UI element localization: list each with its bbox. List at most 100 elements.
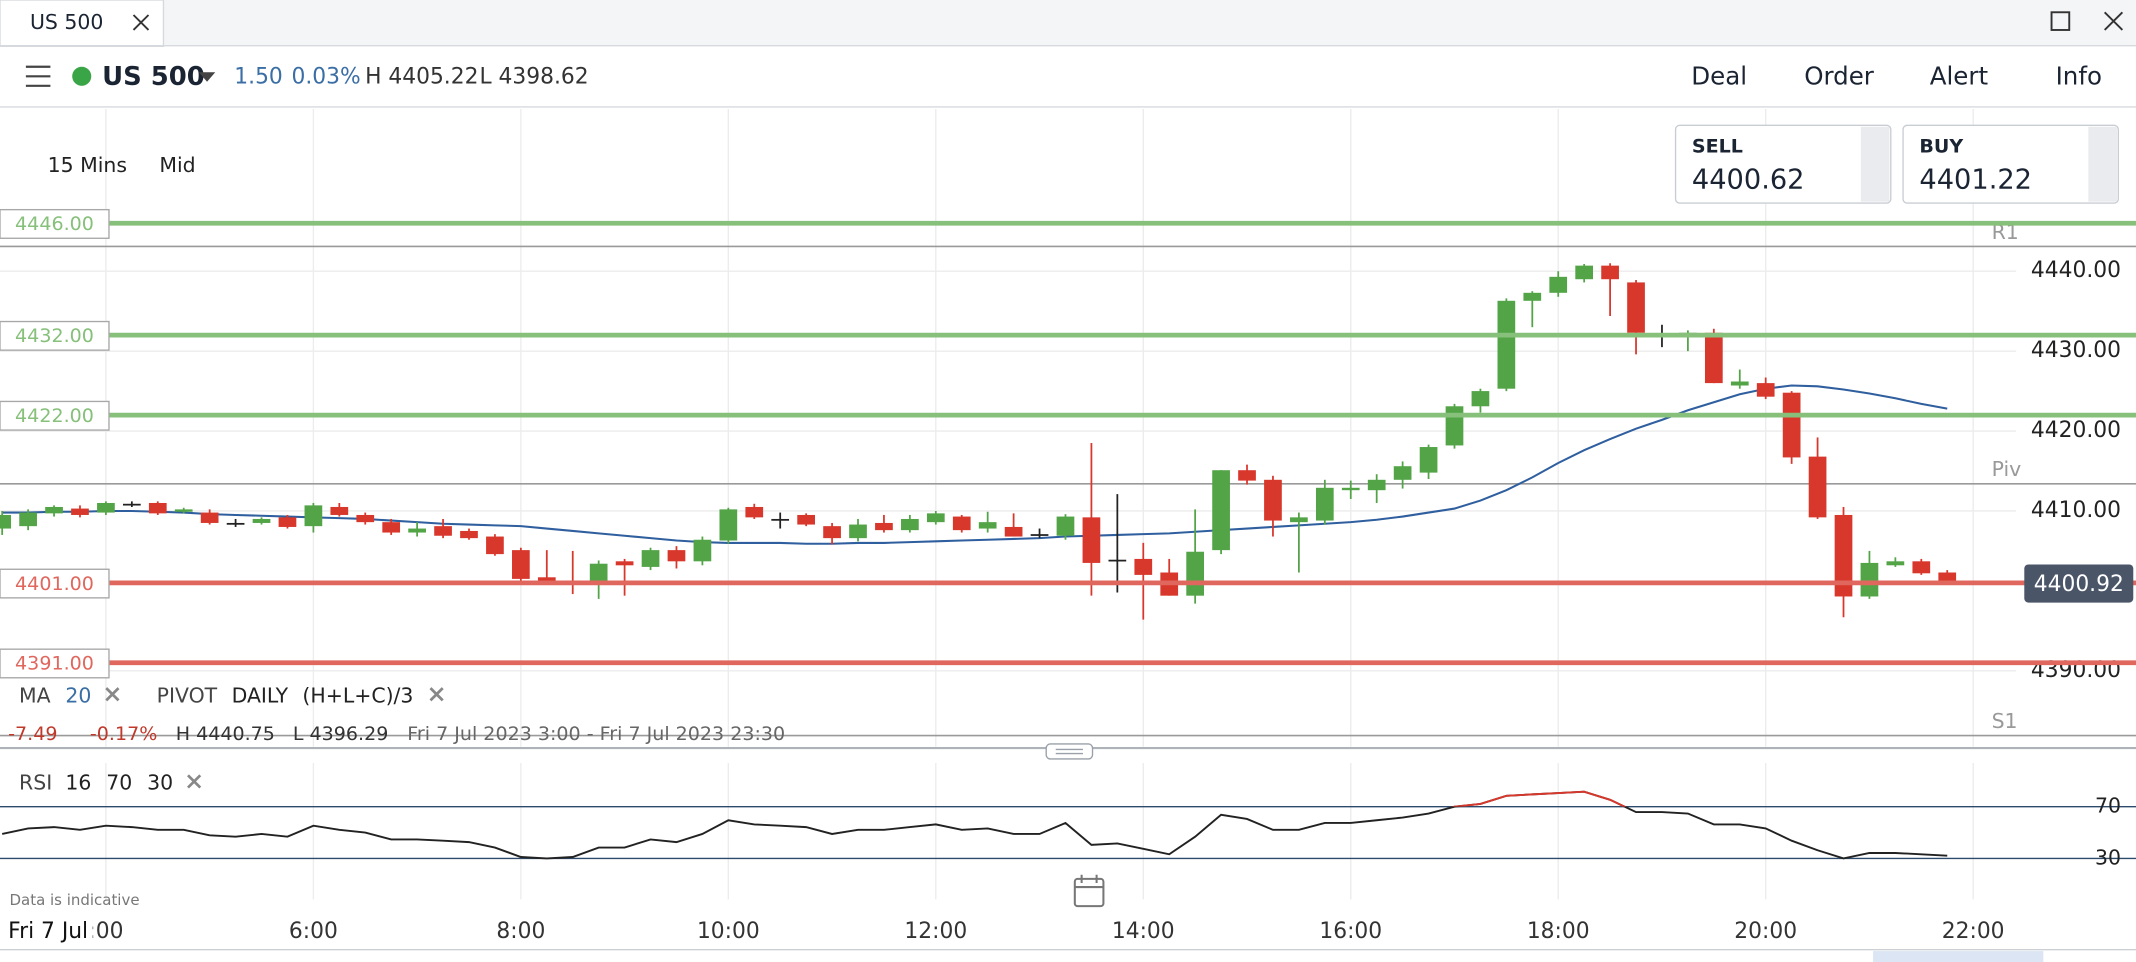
rsi-upper: 70	[106, 770, 132, 794]
candle-body	[200, 512, 219, 523]
candle-body	[1082, 517, 1101, 563]
candle-body	[434, 526, 452, 536]
candle-body	[304, 505, 323, 527]
candle-body	[1367, 479, 1386, 491]
date-label: Fri 7 Jul	[8, 919, 88, 944]
pivot-formula: (H+L+C)/3	[302, 683, 413, 707]
x-tick-label: 22:00	[1942, 919, 2005, 944]
candle-body	[252, 518, 271, 523]
x-tick-label: 6:00	[289, 919, 338, 944]
candle-body	[356, 514, 375, 523]
candle-body	[1108, 559, 1127, 562]
menu-item[interactable]: Deal	[1691, 62, 1747, 91]
candle-body	[382, 522, 401, 533]
handle-grip	[1055, 748, 1083, 755]
interval[interactable]: 15 Mins	[48, 153, 127, 177]
candle-body	[1004, 526, 1023, 537]
last-price-tag	[2024, 564, 2134, 603]
candle-body	[122, 503, 141, 506]
candle-body	[1938, 572, 1957, 584]
candle-body	[97, 502, 115, 513]
candle-body	[849, 524, 867, 539]
pivot-label: S1	[1992, 709, 2018, 733]
x-tick-label: 16:00	[1319, 919, 1382, 944]
buy-side	[2088, 126, 2117, 202]
level-tag	[0, 568, 110, 599]
x-tick-label: 10:00	[697, 919, 760, 944]
change: 1.50	[234, 65, 282, 90]
remove-pivot[interactable]	[429, 687, 444, 702]
instrument[interactable]: US 500	[102, 62, 205, 92]
candle-body	[1704, 332, 1723, 384]
dropdown[interactable]	[198, 72, 216, 82]
candle-body	[408, 528, 426, 533]
candle-body	[1471, 391, 1490, 407]
rsi-tick-label: 30	[2095, 845, 2121, 869]
pane-handle[interactable]	[1045, 743, 1094, 760]
x-tick-label: 20:00	[1734, 919, 1797, 944]
candle-body	[1782, 392, 1801, 458]
sell-side	[1860, 126, 1890, 202]
tab[interactable]	[0, 0, 165, 48]
menu-item[interactable]: Order	[1804, 62, 1875, 91]
candle-body	[1315, 487, 1334, 521]
candle-body	[797, 514, 815, 525]
menu-item[interactable]: Alert	[1930, 62, 1989, 91]
buy-button[interactable]	[1902, 124, 2119, 204]
ma-line	[2, 384, 1948, 545]
candle-body	[1212, 470, 1230, 551]
x-tick-label: :00	[88, 919, 123, 944]
menu-item[interactable]: Info	[2056, 62, 2102, 91]
candle-body	[641, 550, 660, 567]
remove-ma[interactable]	[105, 687, 120, 702]
note: Data is indicative	[10, 891, 140, 909]
candle-body	[512, 550, 530, 579]
candle-body	[901, 518, 919, 531]
change-pct: 0.03%	[292, 65, 361, 90]
maximize[interactable]	[2050, 11, 2071, 31]
calendar-icon-detail	[1074, 874, 1104, 889]
price-type[interactable]: Mid	[159, 153, 195, 177]
tab-close[interactable]	[132, 14, 150, 31]
level-label: 4446.00	[15, 213, 94, 235]
candle-body	[719, 509, 738, 541]
buy-label: BUY	[1919, 136, 1963, 158]
rsi-overbought	[1450, 790, 1627, 807]
menu-icon[interactable]	[25, 65, 51, 87]
candle-body	[589, 563, 608, 583]
candle-body	[1186, 551, 1205, 596]
scroll-window[interactable]	[1873, 951, 2044, 962]
level-tag	[0, 648, 110, 679]
candle-body	[1341, 487, 1360, 491]
sell-button[interactable]	[1674, 124, 1892, 204]
x-tick-label: 18:00	[1527, 919, 1590, 944]
candle-body	[1030, 534, 1049, 536]
y-tick-label: 4430.00	[2031, 338, 2121, 363]
candle-body	[693, 539, 712, 562]
candle-body	[1419, 447, 1438, 473]
level-label: 4422.00	[15, 405, 94, 427]
pivot-label: PIVOT	[157, 683, 218, 707]
buy-price: 4401.22	[1919, 165, 2032, 196]
candle-body	[745, 506, 764, 518]
level-tag	[0, 208, 110, 239]
candle-body	[174, 509, 193, 512]
rsi-period: 16	[65, 770, 91, 794]
high: H 4405.22	[365, 65, 478, 90]
candle-body	[771, 518, 790, 521]
candle-body	[952, 516, 971, 531]
close-window[interactable]	[2103, 11, 2124, 31]
remove-rsi[interactable]	[187, 774, 202, 789]
low: L 4398.62	[480, 65, 589, 90]
candle-body	[615, 561, 634, 566]
level-tag	[0, 320, 110, 351]
candle-body	[45, 506, 63, 514]
candle-body	[1834, 514, 1853, 597]
candle-body	[1523, 292, 1542, 301]
candle-body	[1497, 300, 1516, 389]
level-tag	[0, 400, 110, 431]
y-tick-label: 4420.00	[2031, 418, 2121, 443]
calendar-icon[interactable]	[1073, 877, 1105, 908]
x-tick-label: 12:00	[904, 919, 967, 944]
